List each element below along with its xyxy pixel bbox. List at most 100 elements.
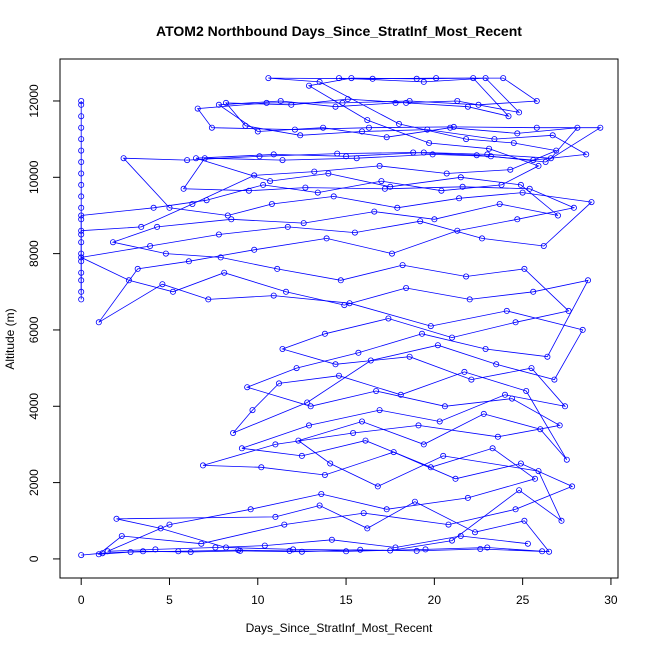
data-point: [493, 361, 500, 368]
data-point: [418, 330, 425, 337]
data-point: [456, 195, 463, 202]
data-point: [514, 130, 521, 137]
data-point: [215, 101, 222, 108]
data-point: [434, 342, 441, 349]
data-point: [78, 212, 85, 219]
data-point: [535, 162, 542, 169]
data-point: [383, 506, 390, 513]
data-point: [426, 139, 433, 146]
data-point: [78, 170, 85, 177]
data-point: [480, 410, 487, 417]
x-tick-label: 5: [166, 593, 173, 607]
data-point: [533, 98, 540, 105]
y-tick-label: 4000: [27, 393, 41, 420]
data-point: [208, 124, 215, 131]
data-point: [251, 246, 258, 253]
data-point: [335, 372, 342, 379]
data-point: [320, 124, 327, 131]
data-point: [440, 452, 447, 459]
data-point: [78, 254, 85, 261]
data-point: [376, 407, 383, 414]
data-point: [337, 277, 344, 284]
data-point: [293, 365, 300, 372]
data-point: [189, 200, 196, 207]
data-point: [521, 517, 528, 524]
data-point: [150, 204, 157, 211]
data-point: [139, 548, 146, 555]
x-tick-label: 15: [339, 593, 353, 607]
data-point: [198, 540, 205, 547]
data-point: [500, 75, 507, 82]
data-point: [579, 326, 586, 333]
series-1: [78, 75, 595, 558]
data-point: [261, 542, 268, 549]
data-point: [544, 353, 551, 360]
data-point: [274, 265, 281, 272]
data-point: [265, 75, 272, 82]
data-point: [328, 536, 335, 543]
data-point: [464, 494, 471, 501]
data-point: [413, 547, 420, 554]
data-point: [113, 515, 120, 522]
data-point: [464, 103, 471, 110]
data-point: [78, 158, 85, 165]
data-point: [512, 319, 519, 326]
data-point: [235, 547, 242, 554]
data-point: [482, 345, 489, 352]
data-point: [364, 117, 371, 124]
data-point: [503, 307, 510, 314]
data-point: [180, 185, 187, 192]
data-point: [528, 365, 535, 372]
data-point: [588, 199, 595, 206]
data-point: [351, 229, 358, 236]
data-point: [385, 315, 392, 322]
data-point: [217, 254, 224, 261]
data-point: [530, 288, 537, 295]
data-point: [489, 445, 496, 452]
data-point: [533, 124, 540, 131]
data-point: [348, 75, 355, 82]
data-point: [185, 258, 192, 265]
data-point: [553, 147, 560, 154]
data-layer: [78, 75, 604, 559]
data-point: [381, 185, 388, 192]
data-point: [321, 471, 328, 478]
data-point: [360, 510, 367, 517]
data-point: [569, 483, 576, 490]
data-point: [371, 208, 378, 215]
data-point: [78, 193, 85, 200]
data-point: [341, 302, 348, 309]
y-tick-label: 10000: [27, 160, 41, 194]
data-point: [376, 162, 383, 169]
data-point: [514, 216, 521, 223]
data-point: [279, 157, 286, 164]
data-point: [230, 429, 237, 436]
data-point: [325, 170, 332, 177]
data-point: [78, 124, 85, 131]
data-point: [512, 506, 519, 513]
data-point: [597, 124, 604, 131]
data-point: [470, 75, 477, 82]
data-point: [436, 418, 443, 425]
data-point: [78, 98, 85, 105]
data-point: [327, 460, 334, 467]
data-point: [585, 277, 592, 284]
data-point: [491, 136, 498, 143]
data-point: [159, 281, 166, 288]
data-point: [532, 475, 539, 482]
y-tick-label: 2000: [27, 469, 41, 496]
data-point: [78, 136, 85, 143]
data-point: [521, 265, 528, 272]
data-point: [298, 548, 305, 555]
data-point: [547, 155, 554, 162]
data-point: [422, 546, 429, 553]
data-point: [184, 157, 191, 164]
data-point: [574, 124, 581, 131]
data-point: [457, 533, 464, 540]
data-point: [104, 548, 111, 555]
data-point: [275, 380, 282, 387]
plot-frame: [59, 58, 619, 579]
data-point: [526, 185, 533, 192]
data-point: [478, 235, 485, 242]
data-point: [558, 517, 565, 524]
